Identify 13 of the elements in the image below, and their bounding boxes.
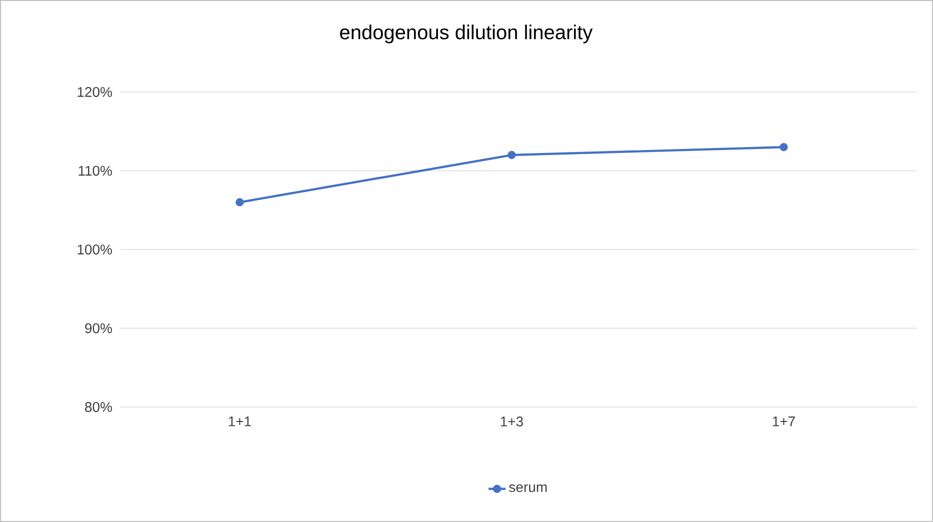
x-tick-label: 1+7 <box>772 416 795 426</box>
x-tick-label: 1+1 <box>228 416 251 426</box>
legend-label: serum <box>509 484 547 492</box>
y-tick-label: 90% <box>85 323 112 334</box>
point <box>780 143 788 152</box>
y-tick-label: 120% <box>78 87 112 97</box>
chart-title: endogenous dilution linearity <box>340 24 593 44</box>
y-tick-label: 110% <box>78 166 112 176</box>
y-tick-label: 80% <box>85 402 112 412</box>
point <box>508 150 516 160</box>
point <box>236 198 244 206</box>
y-tick-label: 100% <box>78 244 112 254</box>
x-tick-label: 1+3 <box>500 416 523 426</box>
